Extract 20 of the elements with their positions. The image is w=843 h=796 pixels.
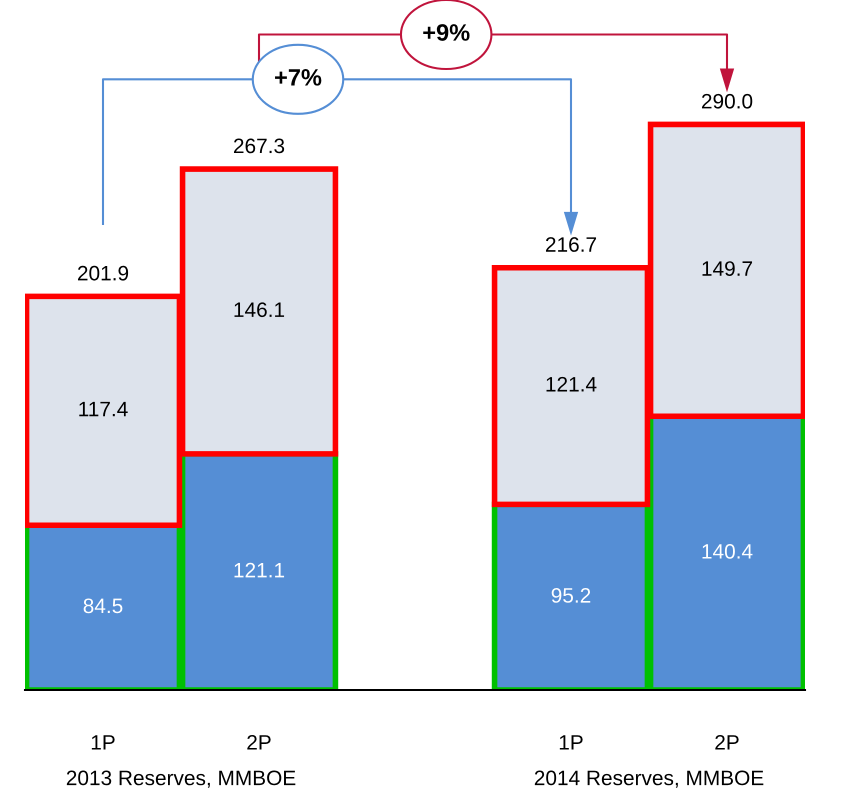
x-tick-label: 2P xyxy=(715,734,739,750)
total-label: 267.3 xyxy=(234,138,284,154)
x-tick-label: 2P xyxy=(247,734,271,750)
data-label: 95.2 xyxy=(552,588,590,603)
data-label: 146.1 xyxy=(234,302,284,318)
data-label: 84.5 xyxy=(84,598,122,614)
text: +7% xyxy=(275,69,322,86)
data-label: 121.1 xyxy=(234,562,284,578)
data-label: 149.7 xyxy=(702,261,752,276)
data-label: 140.4 xyxy=(702,544,752,559)
data-label: 117.4 xyxy=(79,402,128,416)
total-label: 290.0 xyxy=(702,94,752,109)
total-label: 201.9 xyxy=(78,266,128,281)
text: +9% xyxy=(423,24,470,41)
text: 2013 Reserves, MMBOE xyxy=(66,770,296,788)
data-label: 121.4 xyxy=(546,376,596,392)
text: 2014 Reserves, MMBOE xyxy=(534,770,764,788)
x-tick-label: 1P xyxy=(560,735,583,750)
x-tick-label: 1P xyxy=(92,735,115,750)
total-label: 216.7 xyxy=(546,237,596,252)
